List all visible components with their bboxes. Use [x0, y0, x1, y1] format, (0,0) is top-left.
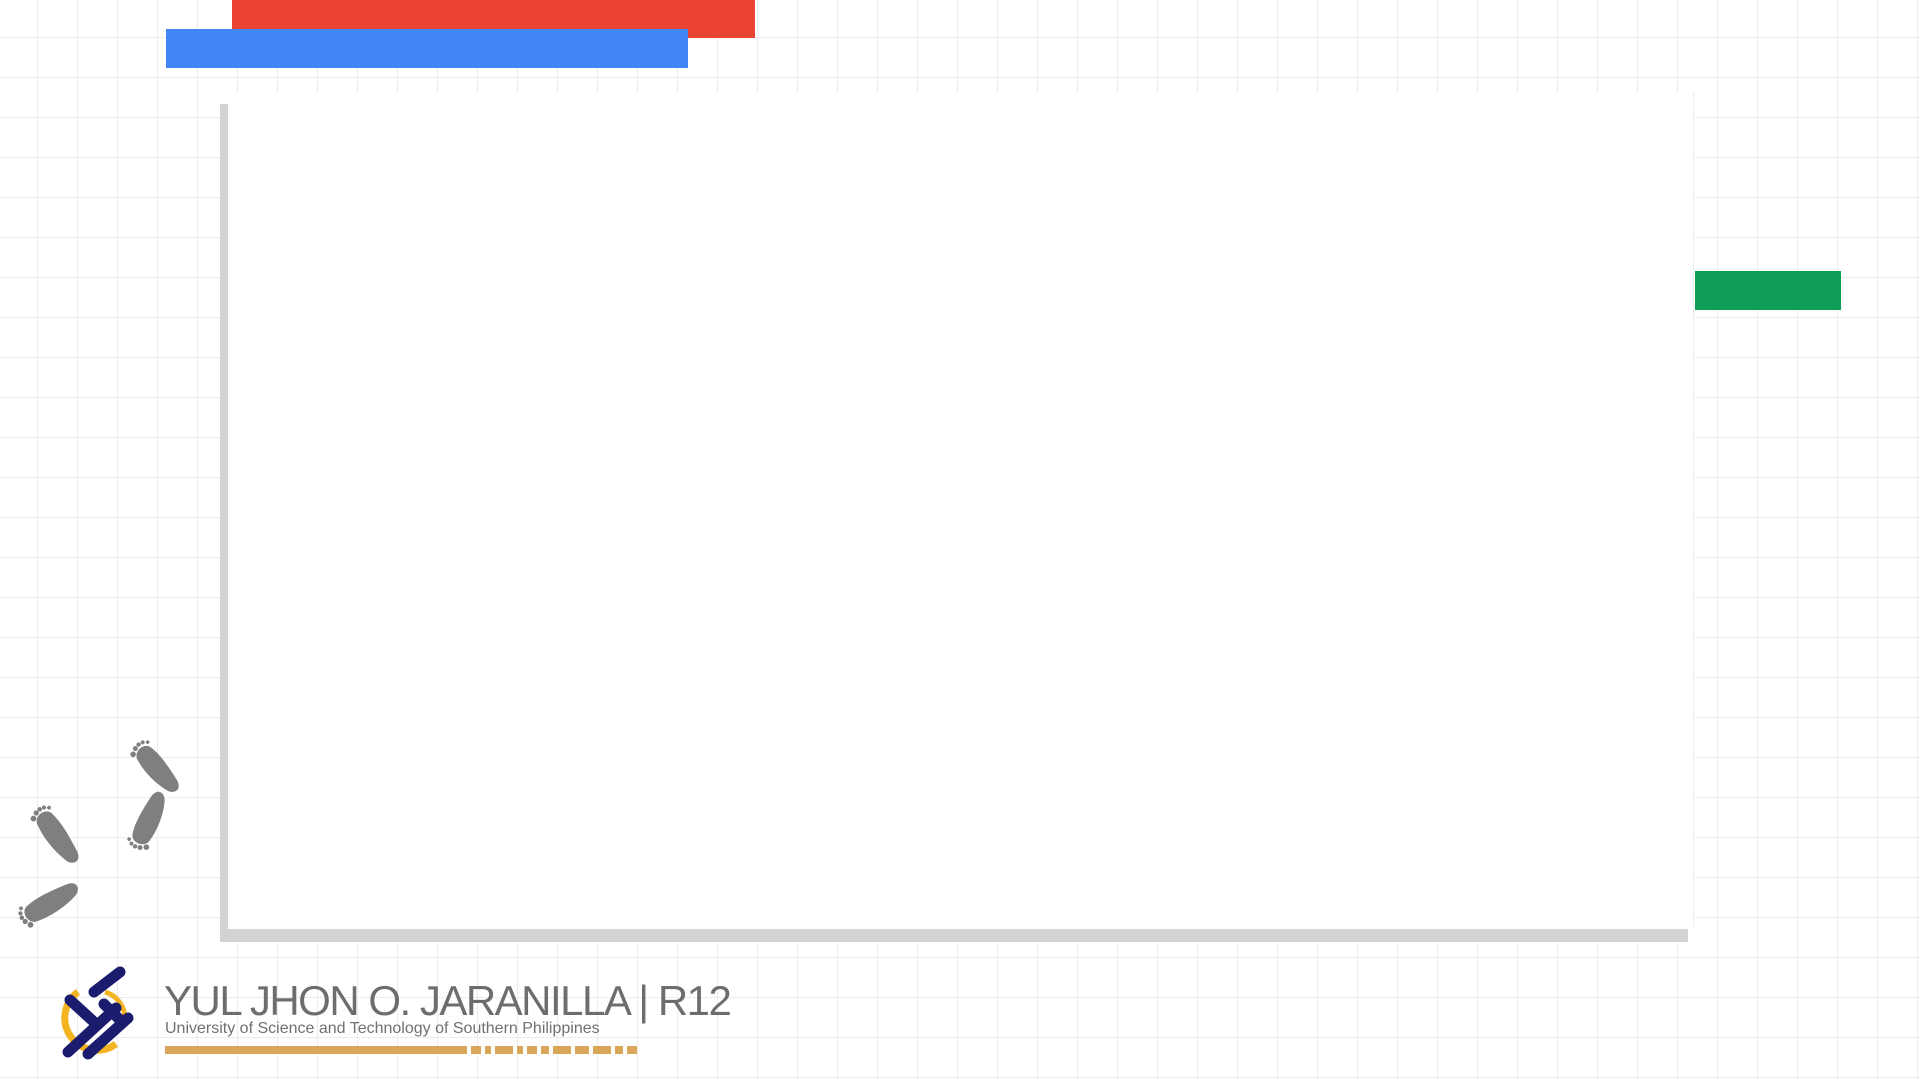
- footer-underline: [165, 1046, 637, 1054]
- usep-logo: [61, 966, 134, 1060]
- presenter-name: YUL JHON O. JARANILLA | R12: [164, 977, 732, 1024]
- institution-name: University of Science and Technology of …: [165, 1020, 600, 1037]
- footprints-icon: [18, 740, 179, 928]
- accent-bar-green: [1695, 271, 1841, 310]
- content-panel: [228, 92, 1694, 929]
- accent-bar-blue: [166, 29, 688, 68]
